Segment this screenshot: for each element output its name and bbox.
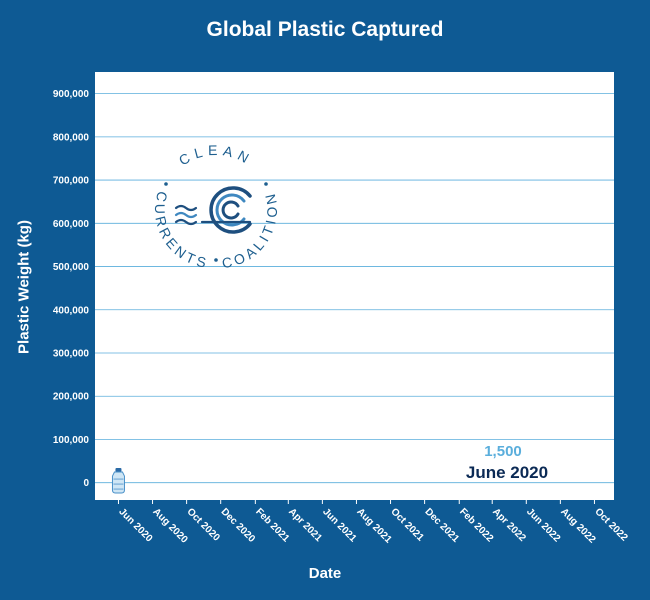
x-tick-label: Aug 2020 <box>150 506 190 546</box>
x-tick-label: Jun 2021 <box>320 506 358 544</box>
x-tick-label: Feb 2021 <box>253 506 291 544</box>
y-tick-label: 900,000 <box>53 89 90 100</box>
x-tick-label: Dec 2020 <box>219 506 258 545</box>
x-tick-label: Jun 2020 <box>116 506 154 544</box>
y-tick-label: 800,000 <box>53 132 90 143</box>
x-tick-label: Aug 2021 <box>354 506 394 546</box>
water-bottle-icon <box>111 468 125 494</box>
plot-area <box>95 72 614 500</box>
x-tick-label: Oct 2021 <box>388 506 426 544</box>
y-tick-label: 300,000 <box>53 349 90 360</box>
logo-dot-icon <box>214 258 218 262</box>
x-tick-label: Jun 2022 <box>524 506 562 544</box>
chart-title: Global Plastic Captured <box>206 18 444 41</box>
x-tick-label: Apr 2021 <box>286 506 324 544</box>
x-tick-label: Apr 2022 <box>490 506 528 544</box>
logo-dot-icon <box>164 182 168 186</box>
y-tick-label: 200,000 <box>53 392 90 403</box>
y-tick-label: 600,000 <box>53 219 90 230</box>
x-axis-title: Date <box>308 565 342 582</box>
y-tick-label: 400,000 <box>53 305 90 316</box>
wave-logo-icon <box>174 186 252 234</box>
y-tick-label: 700,000 <box>53 176 90 187</box>
y-tick-label: 500,000 <box>53 262 90 273</box>
x-tick-label: Aug 2022 <box>558 506 598 546</box>
x-tick-label: Oct 2020 <box>184 506 222 544</box>
y-tick-label: 100,000 <box>53 435 90 446</box>
x-tick-label: Oct 2022 <box>592 506 630 544</box>
current-value-label: 1,500 <box>484 443 522 460</box>
x-tick-label: Feb 2022 <box>457 506 495 544</box>
y-tick-label: 0 <box>83 478 89 489</box>
x-tick-label: Dec 2021 <box>422 506 461 545</box>
current-date-label: June 2020 <box>466 463 548 482</box>
y-tick-labels: 0 100,000 200,000 300,000 400,000 500,000 600,… <box>53 89 90 489</box>
logo-dot-icon <box>264 182 268 186</box>
gridlines <box>95 93 614 484</box>
